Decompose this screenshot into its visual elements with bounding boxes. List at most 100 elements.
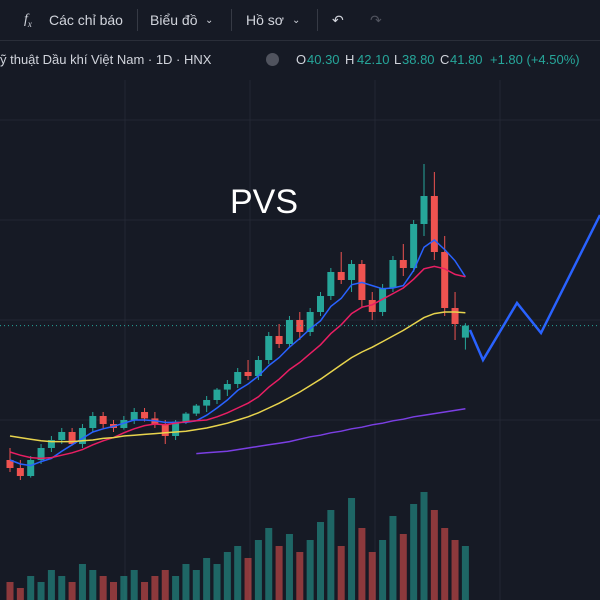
- moving-average-line: [196, 408, 466, 455]
- chart-button[interactable]: Biểu đồ: [150, 12, 198, 28]
- candle-body: [410, 224, 418, 268]
- indicators-button[interactable]: Các chỉ báo: [49, 12, 123, 28]
- candle-body: [420, 196, 428, 224]
- volume-bar: [58, 576, 66, 600]
- volume-bar: [89, 570, 97, 600]
- volume-bar: [399, 534, 407, 600]
- volume-bar: [213, 564, 221, 600]
- volume-bar: [192, 570, 200, 600]
- candle-body: [337, 272, 345, 280]
- candle-body: [213, 389, 221, 400]
- candle-body: [37, 448, 45, 460]
- candle-body: [399, 260, 407, 268]
- volume-bar: [172, 576, 180, 600]
- candle-body: [182, 413, 190, 422]
- volume-bar: [244, 558, 252, 600]
- volume-bar: [265, 528, 273, 600]
- candle-body: [296, 320, 304, 332]
- candle-body: [161, 424, 169, 436]
- candle-body: [99, 416, 107, 424]
- separator: [317, 9, 318, 31]
- separator: [137, 9, 138, 31]
- symbol: ỹ thuật Dầu khí Việt Nam · 1D · HNX: [0, 52, 212, 67]
- undo-button[interactable]: ↶: [332, 12, 344, 28]
- separator: [231, 9, 232, 31]
- volume-bar: [99, 576, 107, 600]
- candle-body: [78, 428, 86, 444]
- candle-body: [285, 320, 293, 344]
- volume-bar: [327, 510, 335, 600]
- redo-button[interactable]: ↷: [370, 12, 382, 28]
- volume-bar: [141, 582, 149, 600]
- volume-bar: [410, 504, 418, 600]
- candle-body: [306, 312, 314, 332]
- legend: ỹ thuật Dầu khí Việt Nam · 1D · HNX O 40…: [0, 50, 600, 70]
- candle-body: [172, 421, 180, 436]
- candle-body: [265, 336, 273, 360]
- candle-body: [192, 405, 200, 414]
- chart: PVS: [0, 80, 600, 600]
- volume-bar: [296, 552, 304, 600]
- candle-body: [234, 372, 242, 384]
- candle-body: [254, 360, 262, 376]
- candle-body: [58, 432, 66, 440]
- candle-body: [244, 372, 252, 376]
- volume-bar: [151, 576, 159, 600]
- candle-body: [16, 468, 24, 476]
- volume-bar: [420, 492, 428, 600]
- volume-bar: [368, 552, 376, 600]
- close-label: C: [440, 52, 450, 67]
- open-value: 40.30: [307, 52, 340, 67]
- volume-bar: [27, 576, 35, 600]
- volume-bar: [203, 558, 211, 600]
- candle-body: [275, 336, 283, 344]
- close-value: 41.80: [450, 52, 483, 67]
- volume-bar: [223, 552, 231, 600]
- candles: [6, 164, 469, 480]
- volume-bar: [254, 540, 262, 600]
- volume-bar: [47, 570, 55, 600]
- volume-bar: [285, 534, 293, 600]
- high-value: 42.10: [357, 52, 390, 67]
- change: +1.80 (+4.50%): [490, 52, 580, 67]
- candle-body: [348, 264, 356, 280]
- candle-body: [27, 460, 35, 476]
- moving-average-line: [9, 311, 466, 443]
- projection-line: [468, 214, 600, 363]
- open-label: O: [296, 52, 307, 67]
- dropdown-arrow[interactable]: ⌄: [292, 15, 301, 26]
- volume-bar: [348, 498, 356, 600]
- low-value: 38.80: [402, 52, 435, 67]
- dropdown-arrow[interactable]: ⌄: [205, 15, 214, 26]
- volume-bar: [110, 582, 117, 600]
- volume-bar: [130, 570, 138, 600]
- chart-title: PVS: [230, 183, 298, 221]
- volume-bar: [68, 582, 76, 600]
- candle-body: [68, 432, 76, 444]
- volume-bar: [317, 522, 324, 600]
- candle-body: [141, 412, 149, 419]
- candle-body: [203, 400, 211, 406]
- candle-body: [461, 325, 469, 338]
- volume-bar: [78, 564, 86, 600]
- volume-bar: [120, 576, 128, 600]
- candle-body: [89, 416, 97, 428]
- volume-bar: [161, 570, 169, 600]
- volume-bar: [379, 540, 387, 600]
- hide-button[interactable]: [266, 53, 279, 66]
- candle-body: [368, 300, 376, 312]
- volume-bar: [461, 546, 469, 600]
- fx-icon[interactable]: fx: [24, 12, 32, 29]
- volume-bar: [234, 546, 242, 600]
- volume-bars: [6, 492, 469, 600]
- moving-average-line: [9, 239, 467, 467]
- candle-body: [6, 460, 14, 468]
- volume-bar: [16, 588, 24, 600]
- volume-bar: [275, 546, 283, 600]
- volume-bar: [182, 564, 190, 600]
- high-label: H: [345, 52, 355, 67]
- profile-button[interactable]: Hồ sơ: [246, 12, 284, 28]
- volume-bar: [358, 528, 366, 600]
- toolbar: fx Các chỉ báo Biểu đồ ⌄ Hồ sơ ⌄ ↶ ↷: [0, 0, 600, 41]
